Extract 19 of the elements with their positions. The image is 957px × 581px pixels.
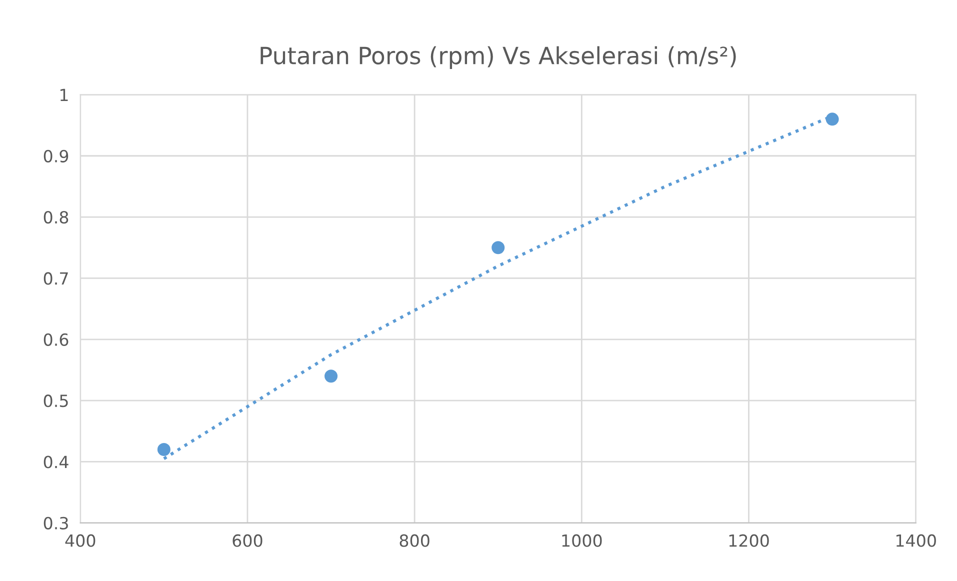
x-tick-label: 400 <box>65 534 96 547</box>
y-tick-label: 0.4 <box>44 456 68 468</box>
point <box>492 241 505 254</box>
x-tick-label: 1400 <box>896 534 936 547</box>
y-tick-label: 0.6 <box>44 333 68 346</box>
x-tick-label: 800 <box>400 534 430 547</box>
point <box>826 112 839 126</box>
x-tick-label: 600 <box>232 534 262 547</box>
y-tick-label: 0.8 <box>44 211 68 224</box>
y-tick-label: 0.5 <box>44 394 68 408</box>
x-tick-label: 1200 <box>729 534 769 547</box>
y-tick-label: 0.7 <box>44 272 68 285</box>
y-tick-label: 0.9 <box>44 150 68 162</box>
chart-title: Putaran Poros (rpm) Vs Akselerasi (m/s²) <box>260 46 736 70</box>
point <box>324 370 338 383</box>
y-tick-label: 1 <box>60 88 68 102</box>
y-tick-label: 0.3 <box>44 516 68 530</box>
x-tick-label: 1000 <box>562 534 602 547</box>
point <box>157 442 170 456</box>
